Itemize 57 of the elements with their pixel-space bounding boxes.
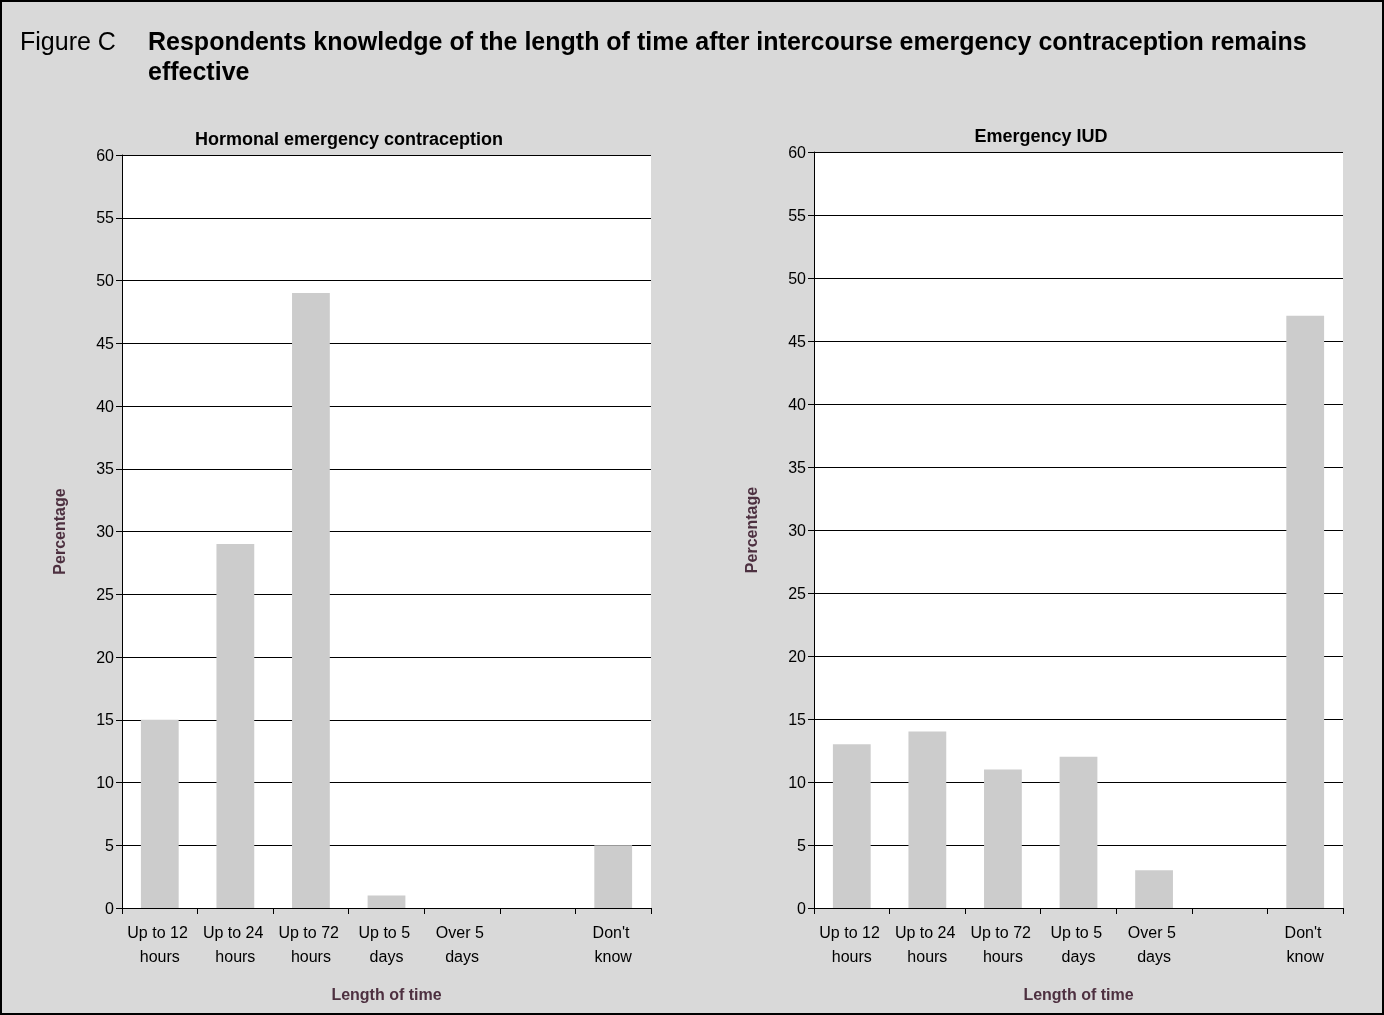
bar <box>367 895 406 908</box>
y-tick-label: 35 <box>96 460 115 478</box>
y-tick-label: 10 <box>788 773 807 791</box>
x-tick-label: Over 5 days <box>1127 923 1181 965</box>
bar <box>1059 756 1098 908</box>
bar <box>594 845 633 908</box>
y-tick-label: 50 <box>96 272 115 289</box>
y-tick-label: 0 <box>105 899 115 917</box>
y-tick-label: 15 <box>788 710 807 728</box>
x-tick-label: Up to 72 hours <box>278 923 344 965</box>
x-tick-label: Over 5 days <box>435 923 489 965</box>
x-tick-label: Up to 12 hours <box>127 923 193 965</box>
y-tick-label: 40 <box>96 397 115 415</box>
y-tick-label: 25 <box>96 585 115 603</box>
y-tick-label: 35 <box>788 458 807 476</box>
bar <box>1135 870 1173 908</box>
bar <box>140 719 179 908</box>
y-tick-label: 50 <box>788 269 807 287</box>
y-tick-label: 55 <box>96 209 115 227</box>
y-tick-label: 25 <box>788 584 807 602</box>
y-tick-label: 55 <box>788 206 807 224</box>
text: Respondents knowledge of the length of time after intercourse emergency contraception remains effective <box>148 26 1308 85</box>
chart-title: Hormonal emergency contraception <box>194 129 504 149</box>
y-tick-label: 60 <box>96 146 115 164</box>
y-tick-label: 20 <box>96 648 115 666</box>
y-tick-label: 30 <box>96 523 115 540</box>
x-tick-label: Up to 72 hours <box>970 923 1036 965</box>
y-tick-label: 5 <box>797 836 807 854</box>
y-tick-label: 5 <box>105 836 115 854</box>
bar <box>984 769 1022 908</box>
text: Figure C <box>20 26 117 57</box>
x-axis-title: Length of time <box>331 985 442 1003</box>
y-tick-label: 15 <box>96 711 115 729</box>
y-axis-title: Percentage <box>50 488 68 575</box>
bar <box>832 744 871 908</box>
y-tick-label: 40 <box>788 395 807 413</box>
bar <box>292 293 330 908</box>
y-tick-label: 30 <box>788 521 807 539</box>
y-tick-label: 20 <box>788 647 807 665</box>
bar <box>1286 315 1325 908</box>
x-tick-label: Up to 24 hours <box>894 923 960 965</box>
y-tick-label: 45 <box>788 332 807 350</box>
x-tick-label: Don't know <box>592 923 634 965</box>
y-tick-label: 0 <box>797 899 807 917</box>
x-tick-label: Up to 12 hours <box>819 923 885 965</box>
y-tick-label: 60 <box>788 143 807 161</box>
bar <box>908 731 947 908</box>
bar <box>216 544 255 908</box>
x-tick-label: Up to 5 days <box>1050 923 1107 965</box>
y-axis-title: Percentage <box>742 486 760 574</box>
y-tick-label: 45 <box>96 334 115 352</box>
x-axis-title: Length of time <box>1023 985 1134 1003</box>
y-tick-label: 10 <box>96 774 115 791</box>
chart-title: Emergency IUD <box>974 126 1108 146</box>
x-tick-label: Up to 5 days <box>358 923 415 965</box>
x-tick-label: Don't know <box>1284 923 1326 965</box>
x-tick-label: Up to 24 hours <box>202 923 268 965</box>
